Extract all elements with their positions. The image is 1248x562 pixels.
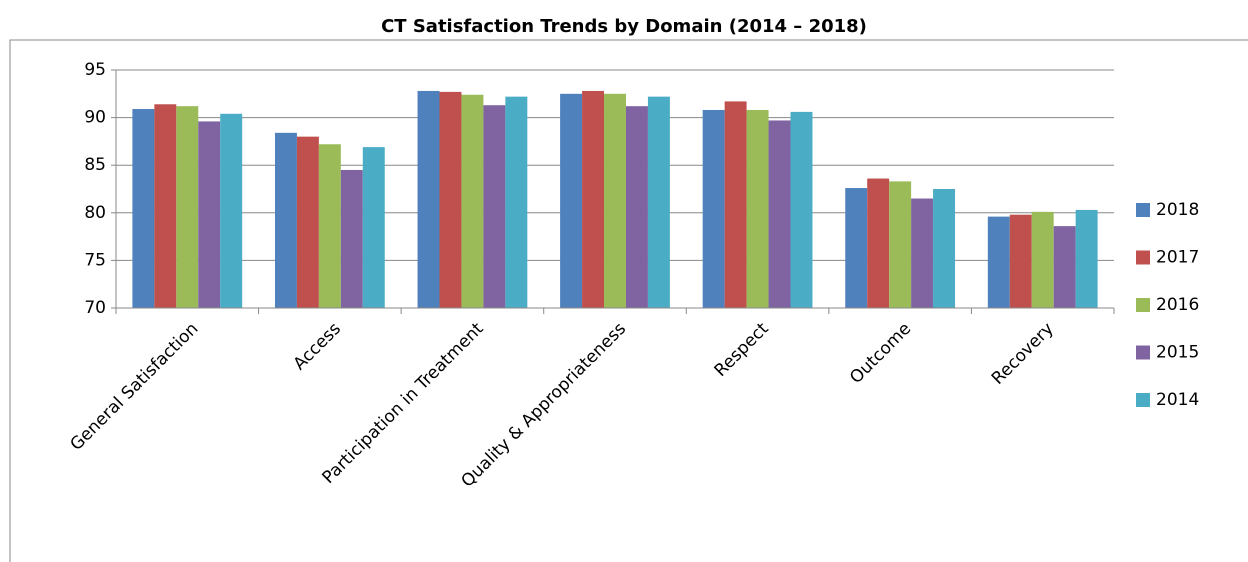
x-tick-label: Participation in Treatment (319, 319, 488, 488)
bar (702, 109, 725, 308)
legend-swatch (1136, 345, 1150, 360)
chart-frame (9, 39, 1248, 562)
bar (296, 136, 319, 308)
bar (889, 181, 912, 308)
bar (867, 178, 890, 308)
legend-swatch (1136, 250, 1150, 265)
bar (362, 147, 385, 308)
bar (746, 109, 769, 308)
bar (318, 144, 341, 308)
y-tick-label: 80 (84, 203, 106, 223)
bar (417, 90, 440, 308)
bar (1075, 209, 1098, 308)
bar (461, 94, 484, 308)
y-tick-label: 85 (84, 155, 106, 175)
chart-title: CT Satisfaction Trends by Domain (2014 –… (381, 16, 867, 37)
bar (340, 169, 363, 308)
bar (483, 105, 506, 308)
bar (1009, 214, 1032, 308)
legend-label: 2018 (1156, 200, 1199, 220)
bar (987, 216, 1010, 308)
legend-label: 2015 (1156, 343, 1199, 363)
x-tick-label: Outcome (846, 319, 915, 388)
x-tick-label: Access (290, 319, 345, 374)
x-tick-label: General Satisfaction (66, 319, 202, 455)
legend-label: 2017 (1156, 248, 1199, 268)
legend-label: 2014 (1156, 390, 1199, 410)
legend-swatch (1136, 393, 1150, 407)
bar (724, 101, 747, 308)
legend-swatch (1136, 298, 1150, 312)
bar (1053, 226, 1076, 308)
y-tick-label: 70 (84, 298, 106, 318)
bar (790, 111, 813, 308)
bar (604, 93, 626, 308)
bar (220, 113, 243, 309)
bar (768, 120, 791, 309)
y-tick-label: 95 (84, 60, 106, 80)
bar (154, 104, 177, 308)
bar (198, 121, 221, 309)
legend-swatch (1136, 203, 1150, 217)
legend-label: 2016 (1156, 295, 1199, 315)
bar (176, 106, 199, 309)
bar (274, 132, 297, 308)
bar (505, 96, 528, 308)
bar (933, 189, 956, 308)
x-tick-label: Respect (711, 319, 773, 381)
y-tick-label: 75 (84, 250, 106, 270)
bar (845, 188, 868, 308)
bar (625, 106, 648, 309)
bar (439, 91, 462, 308)
y-tick-label: 90 (84, 108, 106, 128)
bar (647, 96, 670, 308)
bar (1031, 211, 1054, 308)
bar (911, 198, 934, 308)
x-tick-label: Recovery (988, 319, 1058, 389)
bar (582, 90, 605, 308)
x-tick-label: Quality & Appropriateness (458, 319, 631, 492)
bar (132, 109, 155, 308)
bar (560, 93, 583, 308)
